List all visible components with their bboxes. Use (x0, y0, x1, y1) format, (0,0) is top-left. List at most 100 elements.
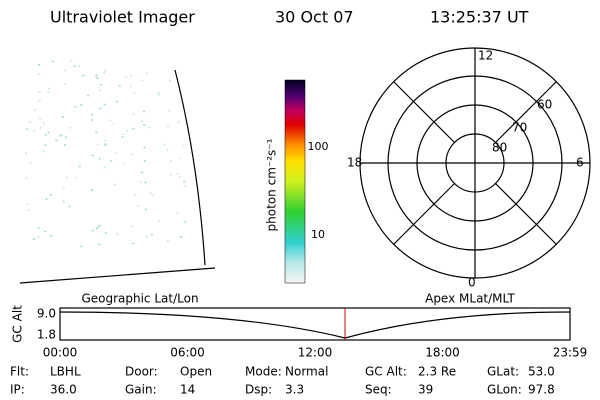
speck (116, 233, 119, 236)
speck (104, 144, 107, 146)
speck (78, 165, 81, 168)
y-title: GC Alt (11, 305, 25, 343)
speck (95, 131, 98, 134)
speck (44, 134, 47, 136)
speck (44, 144, 47, 146)
speck (37, 227, 40, 229)
info-label: Door: (125, 365, 158, 379)
speck (26, 128, 29, 130)
speck (38, 64, 41, 66)
speck (183, 180, 186, 183)
meridian (393, 81, 456, 144)
speck (91, 189, 93, 191)
speck (98, 243, 101, 246)
speck (139, 181, 142, 183)
speck (68, 205, 71, 208)
speck (166, 240, 169, 242)
speck (104, 139, 107, 142)
speck (141, 79, 144, 82)
speck (167, 125, 170, 127)
speck (178, 157, 181, 160)
speck (59, 134, 62, 137)
speck (98, 225, 100, 228)
meridian (393, 182, 456, 245)
speck (51, 60, 54, 63)
time: 13:25:37 UT (430, 8, 529, 27)
speck (143, 146, 146, 149)
time-label: 00:00 (43, 346, 78, 360)
speck (132, 242, 135, 245)
meridian (494, 81, 557, 144)
speck (42, 150, 45, 153)
speck (104, 143, 107, 145)
speck (176, 173, 179, 175)
speck (38, 73, 41, 75)
speck (176, 212, 179, 214)
speck (112, 122, 115, 125)
speck (132, 113, 135, 115)
speck (26, 203, 29, 206)
speck (82, 74, 85, 77)
speck (116, 100, 119, 103)
speck (33, 238, 35, 240)
speck (46, 91, 49, 93)
speck (39, 118, 42, 120)
speck (95, 77, 98, 79)
speck (157, 220, 160, 222)
speck (134, 194, 137, 196)
speck (104, 232, 107, 234)
colorbar-label: photon cm⁻²s⁻¹ (265, 138, 279, 231)
speck (25, 152, 27, 155)
speck (184, 221, 187, 223)
speck (62, 200, 65, 203)
colorbar (284, 79, 306, 284)
speck (118, 85, 121, 87)
speck (29, 162, 32, 164)
info-label: IP: (10, 383, 25, 397)
info-value: 3.3 (285, 383, 304, 397)
lat-label: 60 (537, 98, 552, 112)
speck (123, 162, 126, 165)
speck (80, 104, 83, 106)
colorbar-tick: 10 (311, 228, 325, 241)
info-value: LBHL (50, 365, 81, 379)
speck (109, 119, 112, 122)
speck (55, 139, 58, 142)
speck (143, 110, 145, 113)
info-value: Normal (285, 365, 328, 379)
speck (104, 69, 106, 72)
info-value: 39 (418, 383, 433, 397)
speck (100, 83, 103, 86)
speck (43, 122, 45, 124)
info-value: 53.0 (528, 365, 555, 379)
speck (77, 65, 80, 67)
speck (48, 87, 50, 90)
speck (33, 130, 36, 132)
speck (80, 245, 83, 248)
hour-label: 12 (478, 49, 493, 63)
speck (113, 183, 116, 186)
speck (169, 79, 171, 82)
speck (140, 171, 143, 174)
info-value: 97.8 (528, 383, 555, 397)
time-label: 18:00 (425, 346, 460, 360)
date: 30 Oct 07 (275, 8, 354, 27)
speck (27, 209, 30, 211)
info-label: Gain: (125, 383, 157, 397)
speck (145, 235, 148, 238)
speck (143, 124, 146, 126)
speck (166, 149, 169, 151)
panel-title: Apex MLat/MLT (425, 292, 515, 306)
speck (70, 60, 73, 62)
speck (73, 65, 76, 68)
speck (44, 230, 47, 233)
speck (74, 176, 77, 179)
time-axis: 00:00 06:00 12:00 18:00 23:59 (43, 346, 588, 360)
speck (121, 136, 124, 138)
speck (163, 143, 166, 146)
speck (28, 121, 31, 123)
speck (64, 69, 66, 72)
speck (130, 74, 133, 77)
lat-label: 70 (512, 121, 527, 135)
speck (64, 83, 67, 85)
